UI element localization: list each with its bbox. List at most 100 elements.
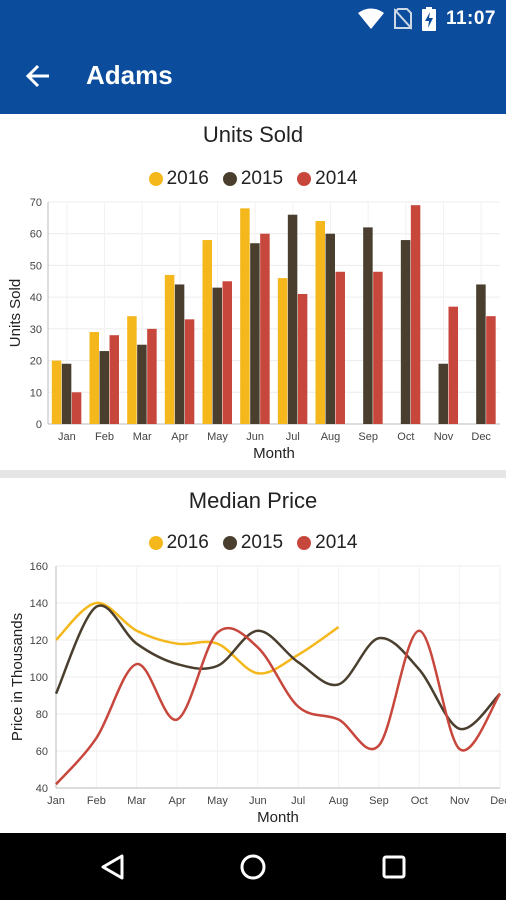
app-bar: Adams — [0, 38, 506, 114]
bar-2014 — [335, 271, 345, 424]
y-tick-label: 140 — [30, 598, 48, 610]
legend-swatch-2015 — [222, 172, 237, 186]
home-circle-icon — [240, 854, 266, 880]
x-tick-label: Feb — [95, 431, 114, 443]
section-divider — [0, 470, 506, 478]
status-icons: 11:07 — [357, 6, 496, 32]
x-tick-label: Dec — [471, 431, 491, 443]
x-tick-label: May — [207, 431, 228, 443]
x-tick-label: Sep — [369, 795, 389, 807]
median-price-legend: 2016 2015 2014 — [0, 532, 506, 554]
legend-label-2014: 2014 — [315, 532, 358, 553]
x-tick-label: Jan — [58, 431, 76, 443]
legend-item-2014[interactable]: 2014 — [297, 168, 357, 190]
x-tick-label: Mar — [127, 795, 146, 807]
bar-2015 — [250, 243, 260, 424]
y-tick-label: 30 — [30, 324, 42, 336]
x-tick-label: Jul — [286, 431, 300, 443]
x-tick-label: Jan — [47, 795, 65, 807]
bar-2015 — [400, 240, 411, 424]
x-tick-label: Nov — [434, 431, 454, 443]
bar-2015 — [174, 284, 185, 424]
y-tick-label: 40 — [30, 292, 42, 304]
legend-label-2015: 2015 — [240, 168, 284, 189]
legend-item-2016[interactable]: 2016 — [148, 168, 209, 190]
bar-2015 — [438, 363, 448, 424]
bar-2016 — [89, 332, 99, 424]
bar-2015 — [137, 344, 147, 424]
bar-2016 — [240, 208, 250, 424]
legend-swatch-2016 — [148, 172, 163, 186]
x-tick-label: Jul — [291, 795, 305, 807]
bar-2015 — [61, 363, 72, 424]
units-sold-title: Units Sold — [202, 122, 304, 147]
legend-swatch-2014 — [297, 536, 312, 550]
battery-charging-icon — [421, 7, 436, 31]
bar-2014 — [373, 271, 383, 424]
x-axis-label: Month — [257, 809, 299, 826]
status-bar: 11:07 — [0, 0, 506, 38]
legend-swatch-2014 — [297, 172, 312, 186]
bar-2016 — [202, 240, 212, 424]
legend-swatch-2015 — [222, 536, 237, 550]
legend-label-2015: 2015 — [240, 532, 284, 553]
bar-2016 — [51, 360, 62, 424]
recents-square-icon — [382, 855, 406, 879]
y-tick-label: 10 — [30, 387, 42, 399]
bar-2014 — [109, 335, 119, 424]
bar-2014 — [147, 328, 157, 424]
legend-item-2016[interactable]: 2016 — [148, 532, 209, 554]
median-price-title: Median Price — [188, 488, 318, 513]
legend-item-2015[interactable]: 2015 — [222, 532, 284, 554]
nav-recents-button[interactable] — [372, 845, 416, 889]
bar-2015 — [287, 214, 298, 424]
bar-2016 — [164, 274, 175, 424]
x-axis-label: Month — [253, 445, 295, 462]
wifi-icon — [357, 8, 384, 29]
legend-label-2014: 2014 — [315, 168, 358, 189]
nav-back-button[interactable] — [91, 845, 135, 889]
bar-2015 — [325, 233, 335, 424]
bar-2015 — [363, 227, 373, 424]
x-tick-label: May — [207, 795, 228, 807]
y-tick-label: 20 — [30, 356, 42, 368]
units-sold-card: Units Sold 2016 2015 2014 0 10 20 30 40 50 60 7… — [0, 114, 506, 470]
legend-label-2016: 2016 — [166, 168, 209, 189]
bar-2014 — [297, 293, 308, 424]
legend-label-2016: 2016 — [166, 532, 209, 553]
y-tick-label: 0 — [36, 419, 42, 431]
y-tick-label: 100 — [30, 672, 48, 684]
bar-2014 — [448, 306, 458, 424]
page-title: Adams — [86, 60, 173, 90]
arrow-back-icon — [25, 64, 49, 88]
line-series-2015 — [54, 604, 501, 731]
legend-swatch-2016 — [148, 536, 163, 550]
x-tick-label: Mar — [133, 431, 152, 443]
status-time: 11:07 — [445, 8, 496, 29]
bar-2014 — [184, 319, 195, 424]
legend-item-2014[interactable]: 2014 — [297, 532, 357, 554]
y-tick-label: 160 — [30, 561, 48, 573]
bar-2014 — [222, 281, 232, 424]
nav-home-button[interactable] — [231, 845, 275, 889]
navigation-bar — [0, 833, 506, 900]
bar-2016 — [277, 278, 288, 424]
line-series-2014 — [55, 626, 502, 786]
y-tick-label: 60 — [30, 229, 42, 241]
bar-2015 — [212, 287, 222, 424]
bar-2014 — [71, 392, 82, 424]
y-tick-label: 120 — [30, 635, 48, 647]
back-triangle-icon — [101, 854, 124, 880]
y-tick-label: 60 — [36, 746, 48, 758]
x-tick-label: Feb — [87, 795, 106, 807]
bar-2016 — [127, 316, 137, 424]
legend-item-2015[interactable]: 2015 — [222, 168, 284, 190]
back-button[interactable] — [16, 56, 60, 96]
x-tick-label: Jun — [249, 795, 267, 807]
line-series-2016 — [55, 601, 340, 675]
x-tick-label: Nov — [450, 795, 470, 807]
x-tick-label: Jun — [246, 431, 264, 443]
no-sim-icon — [393, 8, 412, 30]
y-axis-label: Price in Thousands — [9, 613, 26, 741]
y-tick-label: 50 — [30, 260, 42, 272]
